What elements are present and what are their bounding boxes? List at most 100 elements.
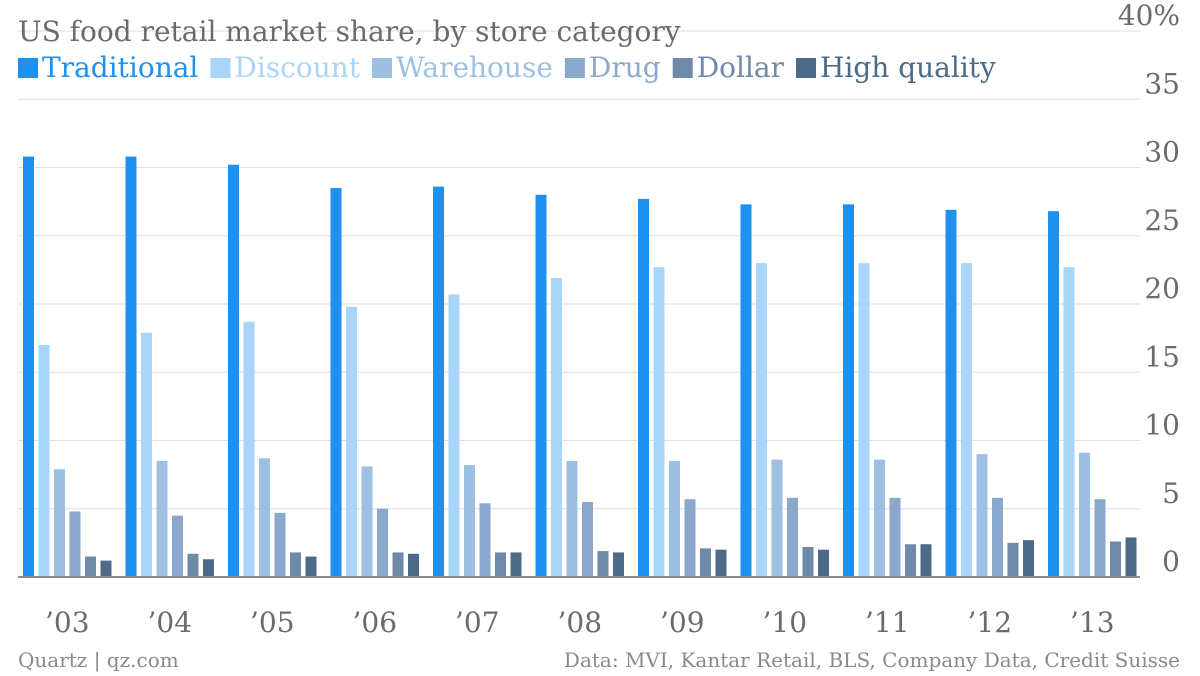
bar (1048, 211, 1059, 577)
legend-label: Warehouse (396, 51, 553, 84)
legend-item: Discount (210, 51, 361, 84)
series-discount (38, 263, 1075, 577)
bar (535, 194, 547, 578)
x-tick-label: ’10 (762, 606, 807, 639)
legend-swatch (672, 58, 693, 78)
bar (669, 460, 680, 577)
series-traditional (23, 156, 1059, 578)
y-tick-label: 30 (1144, 136, 1180, 169)
bar (85, 556, 96, 577)
y-tick-label: 0 (1162, 545, 1180, 578)
bar (843, 204, 854, 578)
bar (274, 512, 286, 577)
bar (1063, 267, 1075, 577)
x-tick-label: ’13 (1070, 606, 1115, 639)
bar (69, 511, 81, 577)
x-tick-label: ’12 (967, 606, 1012, 639)
bar (771, 459, 783, 577)
bar (976, 454, 988, 577)
bar (638, 198, 649, 577)
bar (479, 503, 491, 577)
bar (920, 544, 932, 577)
footer-data-source: Data: MVI, Kantar Retail, BLS, Company D… (564, 648, 1180, 672)
legend-swatch (795, 58, 816, 78)
bar (582, 501, 593, 577)
x-tick-label: ’06 (352, 606, 397, 639)
bar (1094, 499, 1106, 577)
legend-swatch (210, 58, 231, 78)
bar (1110, 541, 1121, 577)
bar (125, 156, 137, 577)
bar (408, 553, 419, 577)
bar (787, 497, 798, 577)
bar (1023, 540, 1034, 577)
bar (597, 551, 609, 577)
y-axis-tick-labels: 0 5 10 15 20 25 30 35 40% (1118, 0, 1180, 578)
x-tick-label: ’11 (865, 606, 910, 639)
x-axis-tick-labels: ’03 ’04 ’05 ’06 ’07 ’08 ’09 ’10 ’11 ’12 ’13 (45, 606, 1115, 639)
bar (715, 549, 727, 577)
legend-label: Discount (234, 51, 360, 84)
bar (566, 460, 578, 577)
bar (510, 552, 522, 577)
legend-swatch (18, 58, 38, 78)
bar (961, 263, 972, 577)
bar (1079, 452, 1090, 577)
bar (700, 548, 711, 577)
bar (653, 267, 665, 577)
series-warehouse (54, 452, 1090, 577)
bar (187, 553, 199, 577)
bar (203, 559, 214, 577)
series-high-quality (100, 537, 1137, 577)
x-tick-label: ’05 (250, 606, 295, 639)
x-tick-label: ’09 (660, 606, 705, 639)
legend-label: Drug (589, 51, 661, 84)
y-tick-label: 35 (1144, 67, 1180, 100)
bar (740, 204, 752, 578)
bar (448, 294, 460, 577)
bar (433, 186, 444, 578)
legend-swatch (372, 58, 393, 78)
bar (330, 187, 342, 577)
legend-item: Dollar (672, 51, 785, 84)
bar (392, 552, 404, 577)
legend-item: Warehouse (372, 51, 553, 84)
bar (259, 458, 270, 577)
legend-label: Traditional (42, 51, 198, 84)
bar (889, 497, 901, 577)
bar (551, 278, 562, 577)
legend-item: Drug (564, 51, 661, 84)
bar (874, 459, 885, 577)
bar (54, 469, 65, 577)
y-tick-label: 10 (1144, 409, 1180, 442)
bar (305, 556, 317, 577)
legend-item: High quality (795, 51, 996, 84)
bar (290, 552, 301, 577)
y-tick-label: 5 (1162, 477, 1180, 510)
bar (992, 497, 1003, 577)
series-drug (69, 497, 1106, 577)
y-tick-label: 25 (1144, 204, 1180, 237)
bar (495, 552, 506, 577)
bar (228, 164, 239, 577)
bars (23, 156, 1137, 578)
legend-label: Dollar (697, 51, 785, 84)
series-dollar (85, 541, 1121, 577)
bar (945, 209, 957, 577)
bar (38, 344, 50, 577)
chart-title: US food retail market share, by store ca… (18, 15, 681, 48)
x-tick-label: ’08 (557, 606, 602, 639)
bar (684, 499, 696, 577)
bar (172, 515, 183, 577)
legend: Traditional Discount Warehouse Drug Dollar Hi… (18, 51, 996, 84)
bar (858, 263, 870, 577)
bar (141, 332, 152, 577)
bar (1007, 542, 1019, 577)
gridlines (18, 30, 1140, 510)
bar (613, 552, 624, 577)
legend-item: Traditional (18, 51, 198, 84)
bar (377, 508, 388, 577)
bar (243, 321, 255, 577)
bar (818, 549, 829, 577)
